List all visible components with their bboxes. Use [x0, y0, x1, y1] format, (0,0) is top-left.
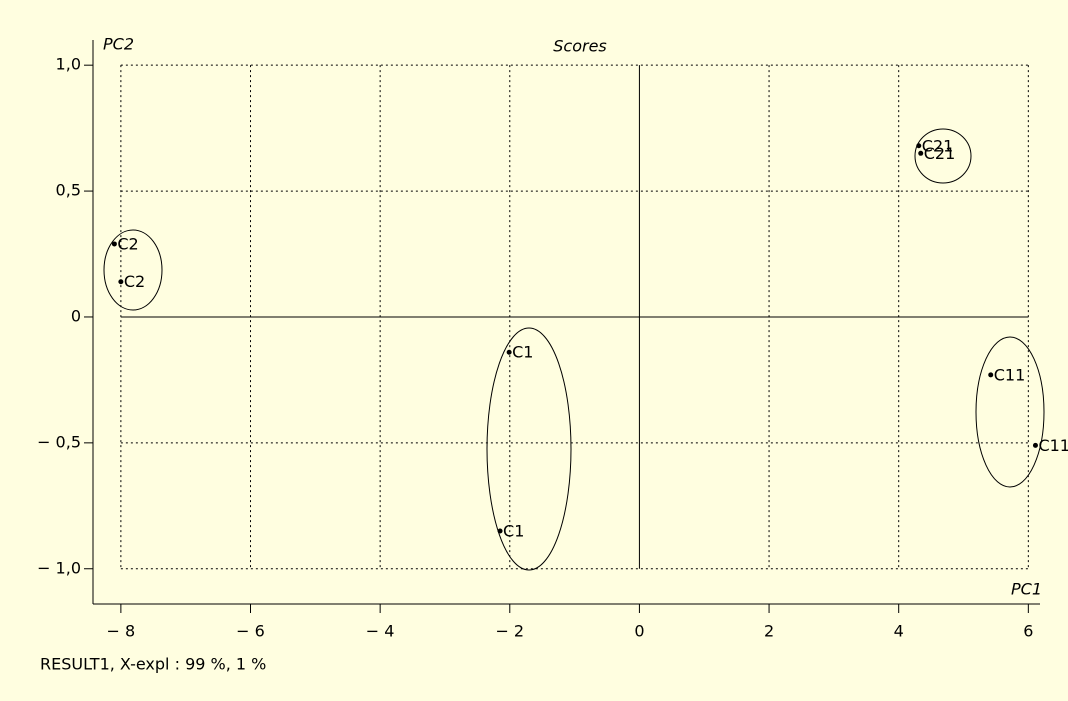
point-label: C1 — [512, 343, 533, 362]
point-label: C2 — [124, 272, 145, 291]
x-tick-label: − 2 — [495, 622, 524, 641]
point-label: C2 — [117, 234, 138, 253]
point — [111, 241, 117, 247]
x-tick-label: − 6 — [236, 622, 265, 641]
point — [916, 143, 922, 149]
y-tick-label: 0 — [71, 306, 81, 325]
y-tick-label: − 0,5 — [37, 432, 81, 451]
x-axis-label: PC1 — [1011, 580, 1042, 599]
footer: RESULT1, X-expl : 99 %, 1 % — [40, 655, 266, 674]
x-tick-label: − 4 — [366, 622, 395, 641]
point — [506, 349, 512, 355]
x-tick-label: 6 — [1023, 622, 1033, 641]
y-tick-label: 0,5 — [56, 181, 81, 200]
y-tick-label: − 1,0 — [37, 558, 81, 577]
point-label: C11 — [1038, 436, 1068, 455]
point-label: C21 — [924, 144, 956, 163]
point-label: C11 — [994, 365, 1026, 384]
point — [918, 150, 924, 156]
cluster-ellipse — [975, 336, 1045, 488]
point — [988, 372, 994, 378]
point-label: C21 — [922, 136, 954, 155]
point — [118, 279, 124, 285]
chart-title: Scores — [553, 37, 607, 56]
x-tick-label: 0 — [634, 622, 644, 641]
x-tick-label: 4 — [894, 622, 904, 641]
x-tick-label: 2 — [764, 622, 774, 641]
cluster-ellipse — [103, 229, 163, 311]
cluster-ellipse — [486, 327, 572, 571]
cluster-ellipse — [914, 128, 972, 184]
point — [497, 528, 503, 534]
y-tick-label: 1,0 — [56, 55, 81, 74]
point — [1032, 442, 1038, 448]
x-tick-label: − 8 — [107, 622, 136, 641]
point-label: C1 — [503, 521, 524, 540]
y-axis-label: PC2 — [103, 35, 134, 54]
